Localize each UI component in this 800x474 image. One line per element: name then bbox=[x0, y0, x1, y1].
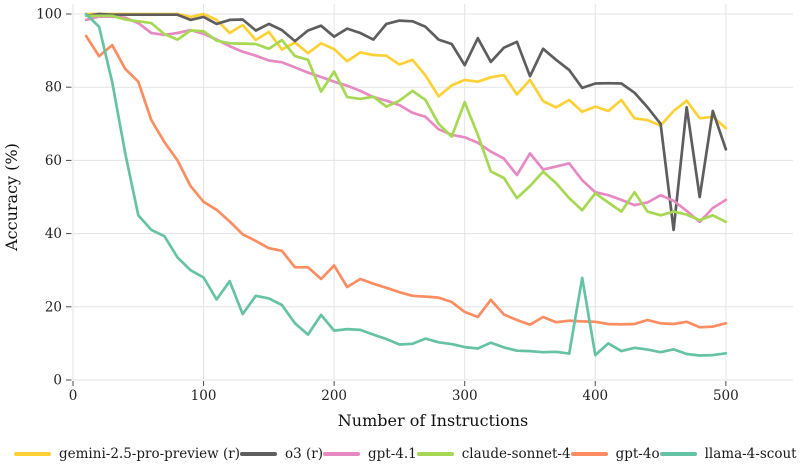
legend-swatch-llama-4-scout bbox=[659, 452, 697, 456]
axis-ticks bbox=[66, 13, 727, 386]
legend-swatch-gemini-2.5-pro-preview-r bbox=[14, 452, 51, 456]
tick-labels: 0 100 200 300 400 500 0 20 40 60 80 100 bbox=[36, 7, 739, 405]
legend-swatch-gpt-4o bbox=[570, 452, 608, 456]
y-tick-label-40: 40 bbox=[45, 226, 62, 242]
gridlines bbox=[72, 4, 793, 381]
series-line-gemini-2.5-pro-preview-r bbox=[84, 12, 728, 130]
y-tick-label-60: 60 bbox=[45, 153, 62, 169]
legend-item-claude-sonnet-4: claude-sonnet-4 bbox=[416, 446, 571, 462]
legend-item-llama-4-scout: llama-4-scout bbox=[659, 446, 797, 462]
legend-swatch-gpt-4.1 bbox=[323, 452, 360, 456]
x-tick-label-500: 500 bbox=[713, 388, 739, 404]
y-tick-label-0: 0 bbox=[53, 373, 62, 389]
x-axis-label: Number of Instructions bbox=[338, 411, 528, 430]
x-tick-label-0: 0 bbox=[69, 388, 78, 404]
legend: gemini-2.5-pro-preview (r) o3 (r) gpt-4.1 c… bbox=[0, 441, 800, 467]
legend-label: gpt-4.1 bbox=[368, 446, 417, 462]
legend-swatch-claude-sonnet-4 bbox=[416, 452, 454, 456]
series-line-gpt-4o bbox=[84, 34, 728, 329]
y-tick-label-20: 20 bbox=[45, 299, 62, 315]
y-tick-label-80: 80 bbox=[45, 80, 62, 96]
series-line-gpt-4.1 bbox=[84, 15, 728, 224]
y-tick-label-100: 100 bbox=[36, 7, 62, 23]
legend-item-gemini-2.5-pro-preview-r: gemini-2.5-pro-preview (r) bbox=[14, 446, 240, 462]
legend-item-gpt-4.1: gpt-4.1 bbox=[323, 446, 417, 462]
legend-swatch-o3-r bbox=[240, 452, 277, 456]
legend-item-gpt-4o: gpt-4o bbox=[570, 446, 660, 462]
legend-label: gpt-4o bbox=[615, 446, 660, 462]
series-line-llama-4-scout bbox=[84, 12, 728, 357]
x-tick-label-100: 100 bbox=[191, 388, 217, 404]
y-axis-label: Accuracy (%) bbox=[2, 143, 21, 252]
x-tick-label-400: 400 bbox=[582, 388, 608, 404]
legend-item-o3-r: o3 (r) bbox=[240, 446, 323, 462]
x-tick-label-200: 200 bbox=[321, 388, 347, 404]
series-line-claude-sonnet-4 bbox=[84, 14, 728, 224]
legend-label: claude-sonnet-4 bbox=[461, 446, 571, 462]
data-series bbox=[84, 12, 728, 357]
legend-label: o3 (r) bbox=[285, 446, 323, 462]
legend-label: gemini-2.5-pro-preview (r) bbox=[59, 446, 240, 462]
x-tick-label-300: 300 bbox=[452, 388, 478, 404]
series-line-o3-r bbox=[84, 12, 728, 232]
legend-label: llama-4-scout bbox=[704, 446, 797, 462]
